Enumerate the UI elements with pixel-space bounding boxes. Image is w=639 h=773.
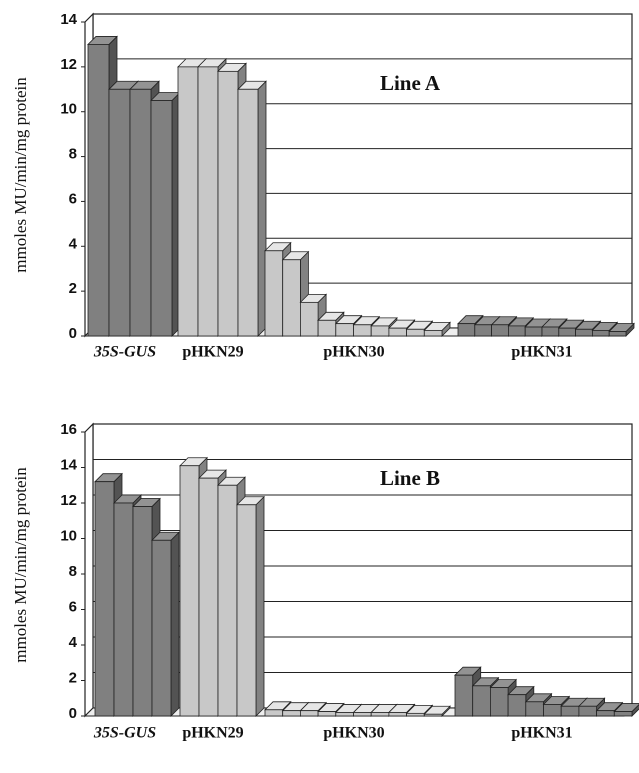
bar [423,713,443,717]
bar [370,712,390,717]
y-tick-label: 14 [60,456,77,473]
bar [491,324,509,337]
bar [317,319,337,337]
bar [457,323,476,337]
bar [129,88,152,337]
bar [94,481,115,717]
group-label: pHKN31 [511,344,572,361]
bar [335,712,354,717]
bar [150,100,173,337]
y-tick-label: 8 [69,563,77,580]
y-tick-label: 10 [60,101,77,118]
bar [406,712,425,717]
group-label: pHKN29 [182,725,243,742]
bar [299,301,319,337]
chart: 0 2 4 6 8 10 12 14 16 mmoles MU/min/mg protein Lin… [11,421,639,742]
bar [353,324,372,337]
bar [217,484,238,717]
y-tick-label: 0 [69,705,77,722]
bar [474,324,492,337]
bar [335,323,354,337]
bar [592,329,610,337]
bar [608,331,627,337]
bar [507,694,527,717]
bar [525,701,544,717]
bar [87,44,110,337]
y-axis-title: mmoles MU/min/mg protein [11,467,30,663]
bar [370,325,390,337]
bar [198,477,219,717]
bar [524,326,543,337]
bar [560,705,580,717]
y-axis-title: mmoles MU/min/mg protein [11,77,30,273]
y-tick-label: 8 [69,146,77,163]
y-tick-label: 16 [60,421,77,438]
bar [388,712,407,717]
bar [197,66,219,337]
bar [151,539,172,717]
bar [282,259,301,337]
bar [596,710,615,717]
bar [558,327,576,337]
y-tick-label: 12 [60,492,77,509]
bar [217,70,239,337]
y-tick-label: 6 [69,598,77,615]
bar [541,326,560,337]
bar [489,687,509,717]
group-label: pHKN30 [323,344,384,361]
y-tick-label: 10 [60,527,77,544]
bar [575,328,593,337]
group-label: pHKN31 [511,725,572,742]
annotation: Line B [380,466,440,490]
bar [543,704,562,717]
y-tick-label: 4 [69,634,78,651]
bar [353,712,372,717]
y-tick-label: 12 [60,56,77,73]
bar [507,325,526,337]
side-wall [84,422,94,718]
bar [108,88,131,337]
bar [423,329,443,337]
bar [282,710,301,717]
bar [454,674,474,717]
group-label: pHKN30 [323,725,384,742]
y-tick-label: 14 [60,11,77,28]
bar [317,711,337,717]
bar [179,465,200,717]
group-label: pHKN29 [182,344,243,361]
bar-side [170,531,180,717]
group-label: 35S-GUS [93,344,156,361]
y-tick-label: 2 [69,280,77,297]
bar [613,711,633,717]
bar [236,504,257,717]
y-tick-label: 2 [69,669,77,686]
y-tick-label: 0 [69,325,77,342]
bar [237,88,259,337]
bar [132,506,153,717]
y-tick-label: 4 [69,235,78,252]
bar [264,250,284,337]
bar [472,685,491,717]
bar [388,327,407,337]
chart: 0 2 4 6 8 10 12 14 mmoles MU/min/mg protein Line … [11,11,635,361]
bar [113,502,134,717]
bar [578,705,598,717]
group-label: 35S-GUS [93,725,156,742]
annotation: Line A [380,71,441,95]
bar-side [255,495,265,717]
bar [177,66,199,337]
bar [406,328,425,337]
bar [299,710,319,717]
bar [264,709,284,717]
y-tick-label: 6 [69,190,77,207]
